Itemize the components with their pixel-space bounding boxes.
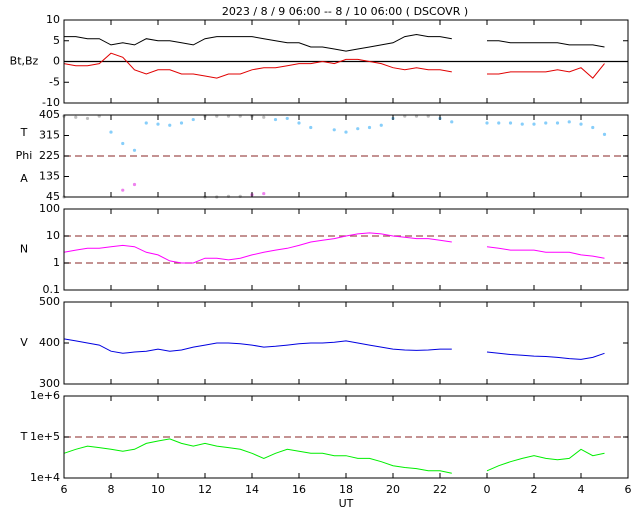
y-tick-label: 5 — [53, 34, 60, 47]
y-tick-label: 135 — [39, 170, 60, 183]
data-line — [63, 438, 605, 474]
y-axis-label: T — [20, 430, 28, 443]
y-tick-label: 405 — [39, 108, 60, 121]
data-point — [121, 141, 125, 146]
x-axis-label: UT — [339, 497, 354, 510]
data-point — [356, 127, 360, 131]
y-tick-label: 1e+6 — [30, 389, 60, 402]
y-tick-label: 315 — [39, 129, 60, 142]
y-axis-label: V — [20, 336, 28, 349]
data-point — [74, 115, 78, 119]
x-tick-label: 0 — [484, 483, 491, 496]
y-tick-label: 100 — [39, 202, 60, 215]
data-point — [273, 117, 278, 122]
y-tick-label: 45 — [46, 190, 60, 203]
data-point — [309, 125, 313, 130]
y-tick-label: 10 — [46, 13, 60, 26]
data-point — [179, 121, 184, 125]
data-line — [63, 52, 605, 79]
y-tick-label: 300 — [39, 377, 60, 390]
x-tick-label: 4 — [578, 483, 585, 496]
data-line — [63, 338, 605, 360]
data-point — [344, 130, 348, 134]
data-point — [168, 123, 172, 127]
y-axis-label: Bt,Bz — [10, 55, 39, 68]
data-line — [63, 232, 605, 264]
data-line — [64, 33, 605, 52]
data-point — [602, 132, 607, 136]
data-point — [567, 120, 571, 124]
data-point — [191, 117, 195, 122]
data-point — [532, 122, 536, 126]
data-point — [450, 120, 454, 124]
x-tick-label: 6 — [625, 483, 632, 496]
y-tick-label: -10 — [42, 96, 60, 109]
y-axis-label: T — [20, 126, 28, 139]
x-tick-label: 8 — [108, 483, 115, 496]
y-axis-label: A — [20, 172, 28, 185]
data-point — [367, 125, 372, 130]
x-tick-label: 2 — [531, 483, 538, 496]
x-tick-label: 6 — [61, 483, 68, 496]
data-point — [144, 121, 148, 125]
y-tick-label: 0.1 — [43, 283, 61, 296]
data-point — [262, 115, 266, 119]
data-point — [579, 122, 583, 126]
y-tick-label: 1e+4 — [30, 471, 60, 484]
chart-title: 2023 / 8 / 9 06:00 -- 8 / 10 06:00 ( DSC… — [222, 5, 468, 18]
x-tick-label: 10 — [151, 483, 165, 496]
y-tick-label: 1e+5 — [30, 430, 60, 443]
x-tick-label: 12 — [198, 483, 212, 496]
data-point — [485, 121, 489, 125]
y-axis-label: N — [20, 243, 28, 256]
data-point — [109, 130, 113, 134]
data-point — [132, 148, 137, 152]
data-point — [297, 121, 301, 125]
data-point — [85, 116, 90, 121]
data-point — [285, 116, 289, 121]
y-axis-label: Phi — [16, 149, 33, 162]
panel-frame — [63, 301, 629, 385]
x-tick-label: 14 — [245, 483, 259, 496]
data-point — [555, 121, 560, 125]
data-point — [121, 188, 125, 192]
data-point — [132, 182, 137, 187]
data-point — [379, 123, 383, 127]
data-point — [544, 121, 548, 125]
y-tick-label: 1 — [53, 256, 60, 269]
data-point — [520, 122, 524, 126]
data-point — [262, 191, 266, 196]
data-point — [508, 121, 513, 125]
data-point — [497, 121, 501, 125]
y-tick-label: -5 — [49, 75, 60, 88]
data-point — [591, 125, 595, 130]
data-point — [332, 128, 336, 132]
y-tick-label: 400 — [39, 336, 60, 349]
y-tick-label: 225 — [39, 149, 60, 162]
panel-frame — [63, 208, 629, 291]
y-tick-label: 10 — [46, 229, 60, 242]
x-tick-label: 22 — [433, 483, 447, 496]
y-tick-label: 0 — [53, 55, 60, 68]
x-tick-label: 18 — [339, 483, 353, 496]
y-tick-label: 500 — [39, 295, 60, 308]
x-tick-label: 20 — [386, 483, 400, 496]
data-point — [156, 122, 160, 126]
x-tick-label: 16 — [292, 483, 306, 496]
